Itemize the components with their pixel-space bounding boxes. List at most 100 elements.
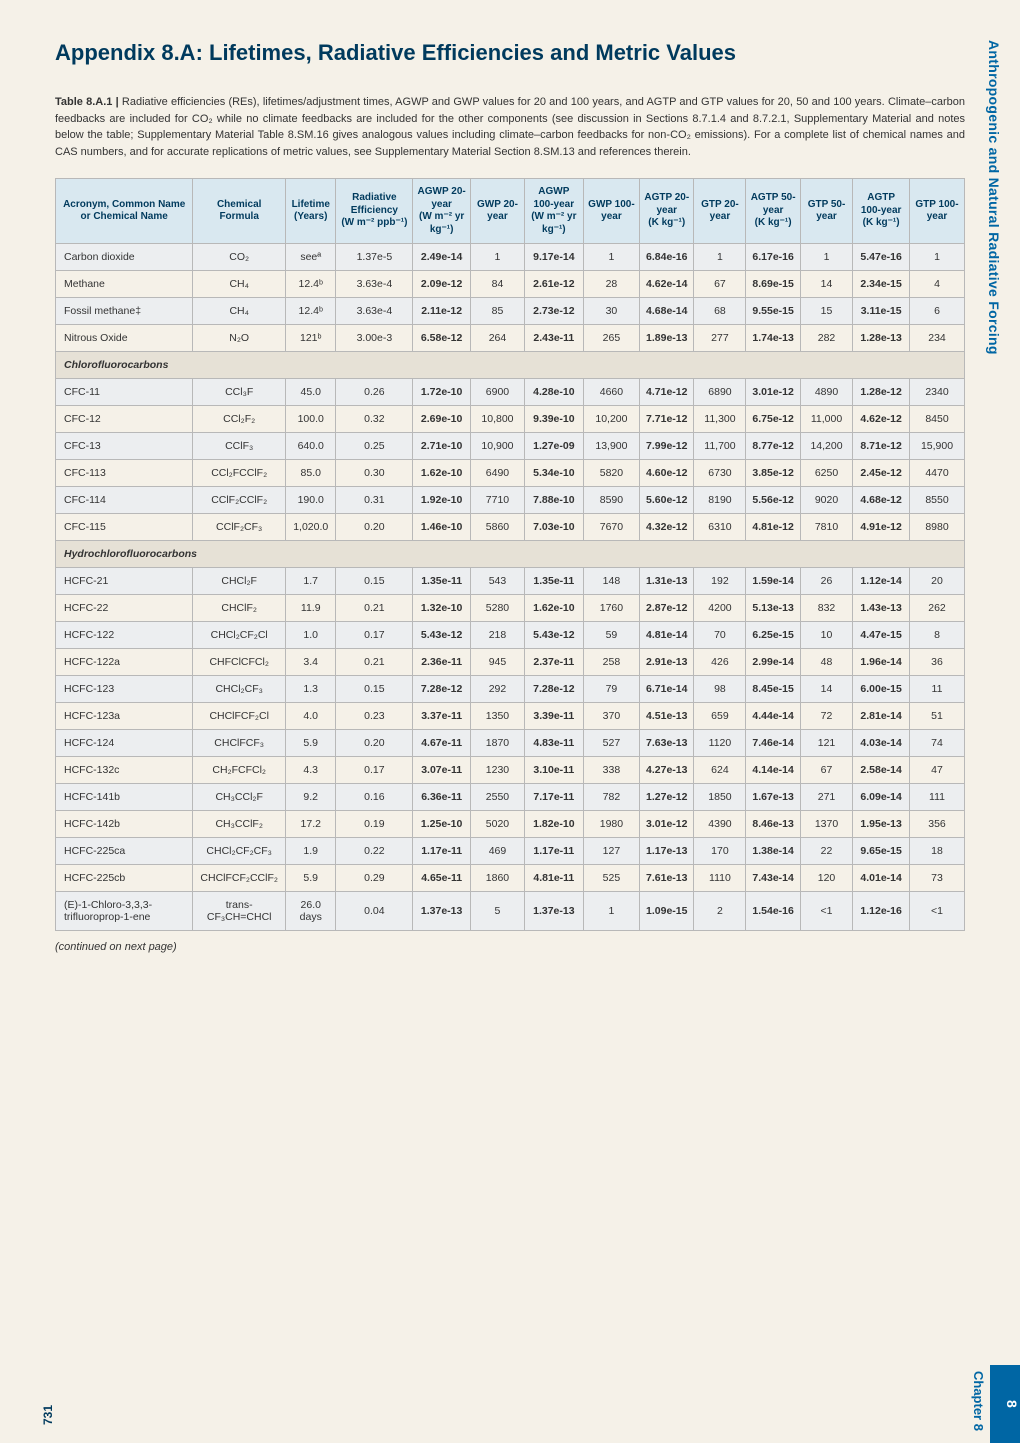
cell: 2 (694, 892, 746, 931)
cell: 8450 (910, 406, 965, 433)
cell: 2.11e-12 (413, 298, 471, 325)
cell: 264 (470, 325, 524, 352)
cell: CCl₂F₂ (193, 406, 286, 433)
cell: 2.61e-12 (524, 271, 583, 298)
cell: 277 (694, 325, 746, 352)
cell: Carbon dioxide (56, 244, 193, 271)
cell: 218 (470, 622, 524, 649)
cell: 0.31 (336, 487, 413, 514)
cell: 192 (694, 568, 746, 595)
cell: 18 (910, 838, 965, 865)
cell: 5.56e-12 (746, 487, 800, 514)
cell: 98 (694, 676, 746, 703)
cell: 3.01e-12 (640, 811, 694, 838)
col-header: GTP 100-year (910, 179, 965, 244)
cell: 1.67e-13 (746, 784, 800, 811)
cell: 73 (910, 865, 965, 892)
cell: 67 (694, 271, 746, 298)
col-header: GWP 20-year (470, 179, 524, 244)
cell: 11,000 (800, 406, 852, 433)
table-row: HCFC-142bCH₃CClF₂17.20.191.25e-1050201.8… (56, 811, 965, 838)
cell: 1.17e-11 (524, 838, 583, 865)
cell: 1 (470, 244, 524, 271)
cell: 28 (583, 271, 639, 298)
cell: CH₂FCFCl₂ (193, 757, 286, 784)
cell: HCFC-225cb (56, 865, 193, 892)
cell: 1.35e-11 (524, 568, 583, 595)
cell: 7.43e-14 (746, 865, 800, 892)
cell: 26.0 days (286, 892, 336, 931)
cell: 11,300 (694, 406, 746, 433)
table-row: HCFC-122CHCl₂CF₂Cl1.00.175.43e-122185.43… (56, 622, 965, 649)
cell: 4.51e-13 (640, 703, 694, 730)
cell: 7.71e-12 (640, 406, 694, 433)
cell: 4.65e-11 (413, 865, 471, 892)
cell: 7.28e-12 (524, 676, 583, 703)
cell: 1.9 (286, 838, 336, 865)
cell: 2.34e-15 (853, 271, 910, 298)
cell: trans-CF₃CH=CHCl (193, 892, 286, 931)
side-label: Anthropogenic and Natural Radiative Forc… (986, 40, 1002, 355)
cell: 3.10e-11 (524, 757, 583, 784)
cell: 11.9 (286, 595, 336, 622)
cell: 47 (910, 757, 965, 784)
cell: 1.27e-12 (640, 784, 694, 811)
cell: 0.26 (336, 379, 413, 406)
cell: 1110 (694, 865, 746, 892)
cell: 6 (910, 298, 965, 325)
cell: N₂O (193, 325, 286, 352)
cell: 0.20 (336, 514, 413, 541)
cell: 1.3 (286, 676, 336, 703)
cell: 2.87e-12 (640, 595, 694, 622)
cell: 1,020.0 (286, 514, 336, 541)
cell: 7.03e-10 (524, 514, 583, 541)
cell: 14 (800, 676, 852, 703)
cell: 3.85e-12 (746, 460, 800, 487)
cell: 6730 (694, 460, 746, 487)
cell: CFC-11 (56, 379, 193, 406)
cell: 4.68e-14 (640, 298, 694, 325)
table-row: CFC-115CClF₂CF₃1,020.00.201.46e-1058607.… (56, 514, 965, 541)
table-row: HCFC-132cCH₂FCFCl₂4.30.173.07e-1112303.1… (56, 757, 965, 784)
table-row: CFC-11CCl₃F45.00.261.72e-1069004.28e-104… (56, 379, 965, 406)
cell: CH₄ (193, 298, 286, 325)
cell: 258 (583, 649, 639, 676)
cell: 4.67e-11 (413, 730, 471, 757)
cell: 5.34e-10 (524, 460, 583, 487)
cell: 6.71e-14 (640, 676, 694, 703)
cell: 79 (583, 676, 639, 703)
cell: 4.71e-12 (640, 379, 694, 406)
cell: CFC-114 (56, 487, 193, 514)
cell: 3.07e-11 (413, 757, 471, 784)
cell: 1.96e-14 (853, 649, 910, 676)
cell: 100.0 (286, 406, 336, 433)
cell: 45.0 (286, 379, 336, 406)
cell: 84 (470, 271, 524, 298)
cell: 1.95e-13 (853, 811, 910, 838)
cell: 3.11e-15 (853, 298, 910, 325)
cell: 1.28e-12 (853, 379, 910, 406)
cell: 5860 (470, 514, 524, 541)
cell: 4.60e-12 (640, 460, 694, 487)
cell: 1.74e-13 (746, 325, 800, 352)
cell: 7.28e-12 (413, 676, 471, 703)
cell: 832 (800, 595, 852, 622)
col-header: Acronym, Common Name or Chemi­cal Name (56, 179, 193, 244)
cell: 1.62e-10 (524, 595, 583, 622)
cell: CFC-13 (56, 433, 193, 460)
table-row: HCFC-123CHCl₂CF₃1.30.157.28e-122927.28e-… (56, 676, 965, 703)
cell: 4 (910, 271, 965, 298)
cell: 1.12e-14 (853, 568, 910, 595)
cell: CHClF₂ (193, 595, 286, 622)
cell: 85 (470, 298, 524, 325)
cell: CHCl₂CF₂Cl (193, 622, 286, 649)
cell: CHCl₂CF₂CF₃ (193, 838, 286, 865)
cell: 0.21 (336, 649, 413, 676)
cell: 1760 (583, 595, 639, 622)
cell: 2.37e-11 (524, 649, 583, 676)
cell: 8190 (694, 487, 746, 514)
cell: 4.81e-12 (746, 514, 800, 541)
cell: 0.15 (336, 568, 413, 595)
cell: 1.82e-10 (524, 811, 583, 838)
cell: CH₄ (193, 271, 286, 298)
